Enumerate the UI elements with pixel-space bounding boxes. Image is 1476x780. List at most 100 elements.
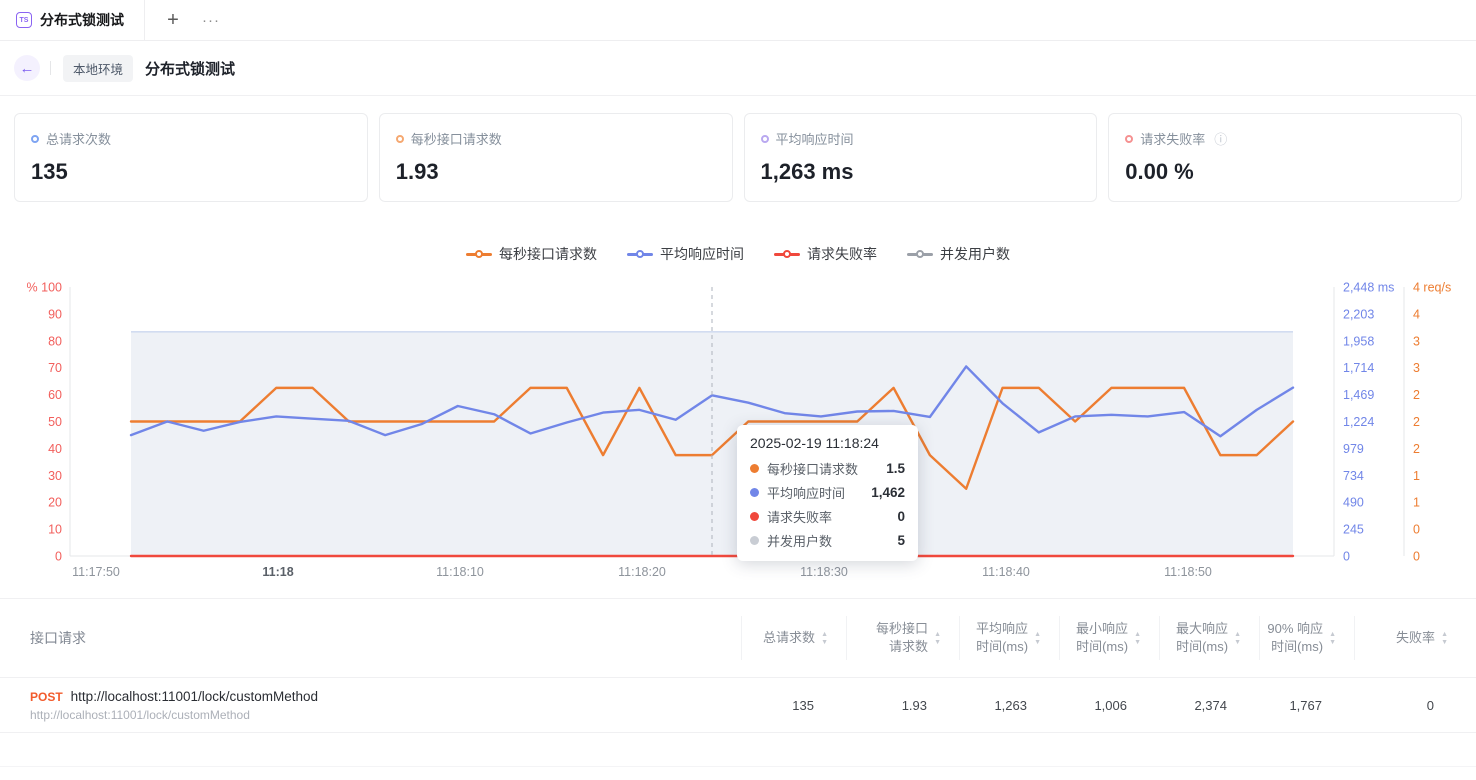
column-header-avg-response[interactable]: 平均响应时间(ms) ▲▼ — [959, 616, 1059, 660]
tooltip-row: 并发用户数5 — [750, 528, 905, 552]
environment-badge[interactable]: 本地环境 — [63, 55, 133, 82]
card-failure-rate: 请求失败率ⓘ 0.00 % — [1108, 113, 1462, 202]
legend-item-failure-rate[interactable]: 请求失败率 — [774, 244, 877, 264]
tab-distributed-lock-test[interactable]: TS 分布式锁测试 — [0, 0, 145, 40]
card-total-requests: 总请求次数 135 — [14, 113, 368, 202]
bottom-divider — [0, 766, 1476, 767]
legend-label: 请求失败率 — [807, 244, 877, 264]
api-sub-url: http://localhost:11001/lock/customMethod — [30, 708, 741, 722]
tooltip-timestamp: 2025-02-19 11:18:24 — [750, 435, 905, 451]
stat-label: 每秒接口请求数 — [411, 129, 502, 148]
table-row[interactable]: POST http://localhost:11001/lock/customM… — [0, 678, 1476, 733]
stat-label: 总请求次数 — [46, 129, 111, 148]
sort-icon[interactable]: ▲▼ — [1441, 631, 1448, 646]
legend-marker-icon — [627, 249, 653, 260]
new-tab-button[interactable]: + — [159, 0, 187, 40]
svg-text:60: 60 — [48, 388, 62, 402]
stat-ring-icon — [31, 135, 39, 143]
tab-label: 分布式锁测试 — [40, 10, 124, 30]
svg-text:1,224: 1,224 — [1343, 415, 1374, 429]
legend-item-avg-response[interactable]: 平均响应时间 — [627, 244, 744, 264]
legend-marker-icon — [466, 249, 492, 260]
header-divider — [50, 61, 51, 75]
svg-text:11:17:50: 11:17:50 — [72, 565, 120, 579]
column-header-p90-response[interactable]: 90% 响应时间(ms) ▲▼ — [1259, 616, 1354, 660]
sort-icon[interactable]: ▲▼ — [1329, 631, 1336, 646]
table-header-row: 接口请求 总请求数 ▲▼ 每秒接口请求数 ▲▼ 平均响应时间(ms) ▲▼ 最小… — [0, 599, 1476, 678]
legend-label: 并发用户数 — [940, 244, 1010, 264]
svg-text:40: 40 — [48, 442, 62, 456]
test-scenario-icon: TS — [16, 12, 32, 28]
stat-cards: 总请求次数 135 每秒接口请求数 1.93 平均响应时间 1,263 ms 请… — [14, 113, 1462, 202]
tooltip-value: 1,462 — [871, 485, 905, 500]
page-header: ← 本地环境 分布式锁测试 — [0, 41, 1476, 96]
cell-failure-rate: 0 — [1354, 698, 1466, 713]
svg-text:30: 30 — [48, 469, 62, 483]
series-dot-icon — [750, 488, 759, 497]
legend-item-concurrent-users[interactable]: 并发用户数 — [907, 244, 1010, 264]
column-header-min-response[interactable]: 最小响应时间(ms) ▲▼ — [1059, 616, 1159, 660]
http-method-badge: POST — [30, 690, 63, 704]
svg-text:3: 3 — [1413, 361, 1420, 375]
series-dot-icon — [750, 512, 759, 521]
stat-value: 0.00 % — [1125, 159, 1445, 185]
svg-text:0: 0 — [1413, 550, 1420, 564]
chart-tooltip: 2025-02-19 11:18:24 每秒接口请求数1.5 平均响应时间1,4… — [737, 425, 918, 561]
svg-text:20: 20 — [48, 496, 62, 510]
svg-text:11:18:40: 11:18:40 — [982, 565, 1030, 579]
column-header-max-response[interactable]: 最大响应时间(ms) ▲▼ — [1159, 616, 1259, 660]
tooltip-label: 请求失败率 — [767, 507, 832, 526]
tooltip-row: 平均响应时间1,462 — [750, 480, 905, 504]
ellipsis-icon: ··· — [202, 12, 220, 29]
svg-text:3: 3 — [1413, 334, 1420, 348]
svg-text:11:18:50: 11:18:50 — [1164, 565, 1212, 579]
svg-text:245: 245 — [1343, 523, 1364, 537]
sort-icon[interactable]: ▲▼ — [1134, 631, 1141, 646]
sort-icon[interactable]: ▲▼ — [1234, 631, 1241, 646]
stat-ring-icon — [1125, 135, 1133, 143]
svg-text:734: 734 — [1343, 469, 1364, 483]
svg-text:4 req/s: 4 req/s — [1413, 281, 1451, 295]
svg-text:0: 0 — [1343, 550, 1350, 564]
svg-text:1: 1 — [1413, 469, 1420, 483]
legend-label: 每秒接口请求数 — [499, 244, 597, 264]
info-icon[interactable]: ⓘ — [1214, 129, 1227, 148]
legend-item-rps[interactable]: 每秒接口请求数 — [466, 244, 597, 264]
tooltip-row: 请求失败率0 — [750, 504, 905, 528]
performance-report-page: TS 分布式锁测试 + ··· ← 本地环境 分布式锁测试 总请求次数 135 … — [0, 0, 1476, 780]
stat-ring-icon — [396, 135, 404, 143]
stat-label: 平均响应时间 — [776, 129, 854, 148]
svg-text:10: 10 — [48, 523, 62, 537]
sort-icon[interactable]: ▲▼ — [1034, 631, 1041, 646]
svg-text:1,958: 1,958 — [1343, 334, 1374, 348]
sort-icon[interactable]: ▲▼ — [821, 631, 828, 646]
api-url: http://localhost:11001/lock/customMethod — [71, 689, 318, 704]
svg-text:11:18:10: 11:18:10 — [436, 565, 484, 579]
column-header-total-requests[interactable]: 总请求数 ▲▼ — [741, 616, 846, 660]
svg-text:1: 1 — [1413, 496, 1420, 510]
performance-chart[interactable]: % 10090807060504030201002,448 ms2,2031,9… — [0, 279, 1476, 589]
cell-p90-response: 1,767 — [1259, 698, 1354, 713]
svg-text:2: 2 — [1413, 388, 1420, 402]
svg-text:2: 2 — [1413, 442, 1420, 456]
back-arrow-icon: ← — [20, 60, 35, 77]
series-dot-icon — [750, 536, 759, 545]
svg-text:% 100: % 100 — [27, 281, 62, 295]
sort-icon[interactable]: ▲▼ — [934, 631, 941, 646]
stat-ring-icon — [761, 135, 769, 143]
svg-text:490: 490 — [1343, 496, 1364, 510]
svg-text:11:18:30: 11:18:30 — [800, 565, 848, 579]
svg-text:0: 0 — [1413, 523, 1420, 537]
cell-min-response: 1,006 — [1059, 698, 1159, 713]
svg-text:1,714: 1,714 — [1343, 361, 1374, 375]
svg-text:50: 50 — [48, 415, 62, 429]
tab-more-button[interactable]: ··· — [195, 0, 227, 40]
back-button[interactable]: ← — [14, 55, 40, 81]
cell-rps: 1.93 — [846, 698, 959, 713]
svg-text:2,448 ms: 2,448 ms — [1343, 281, 1394, 295]
card-avg-response-time: 平均响应时间 1,263 ms — [744, 113, 1098, 202]
stat-value: 1,263 ms — [761, 159, 1081, 185]
table-title: 接口请求 — [30, 628, 741, 648]
column-header-rps[interactable]: 每秒接口请求数 ▲▼ — [846, 616, 959, 660]
column-header-failure-rate[interactable]: 失败率 ▲▼ — [1354, 616, 1466, 660]
